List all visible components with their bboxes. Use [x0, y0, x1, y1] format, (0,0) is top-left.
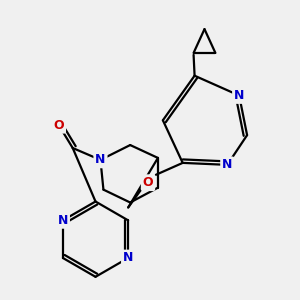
Text: O: O [143, 176, 153, 189]
Text: N: N [95, 153, 106, 167]
Text: N: N [123, 251, 133, 265]
Text: N: N [234, 89, 244, 102]
Text: O: O [53, 119, 64, 132]
Text: N: N [58, 214, 68, 227]
Text: N: N [222, 158, 232, 171]
